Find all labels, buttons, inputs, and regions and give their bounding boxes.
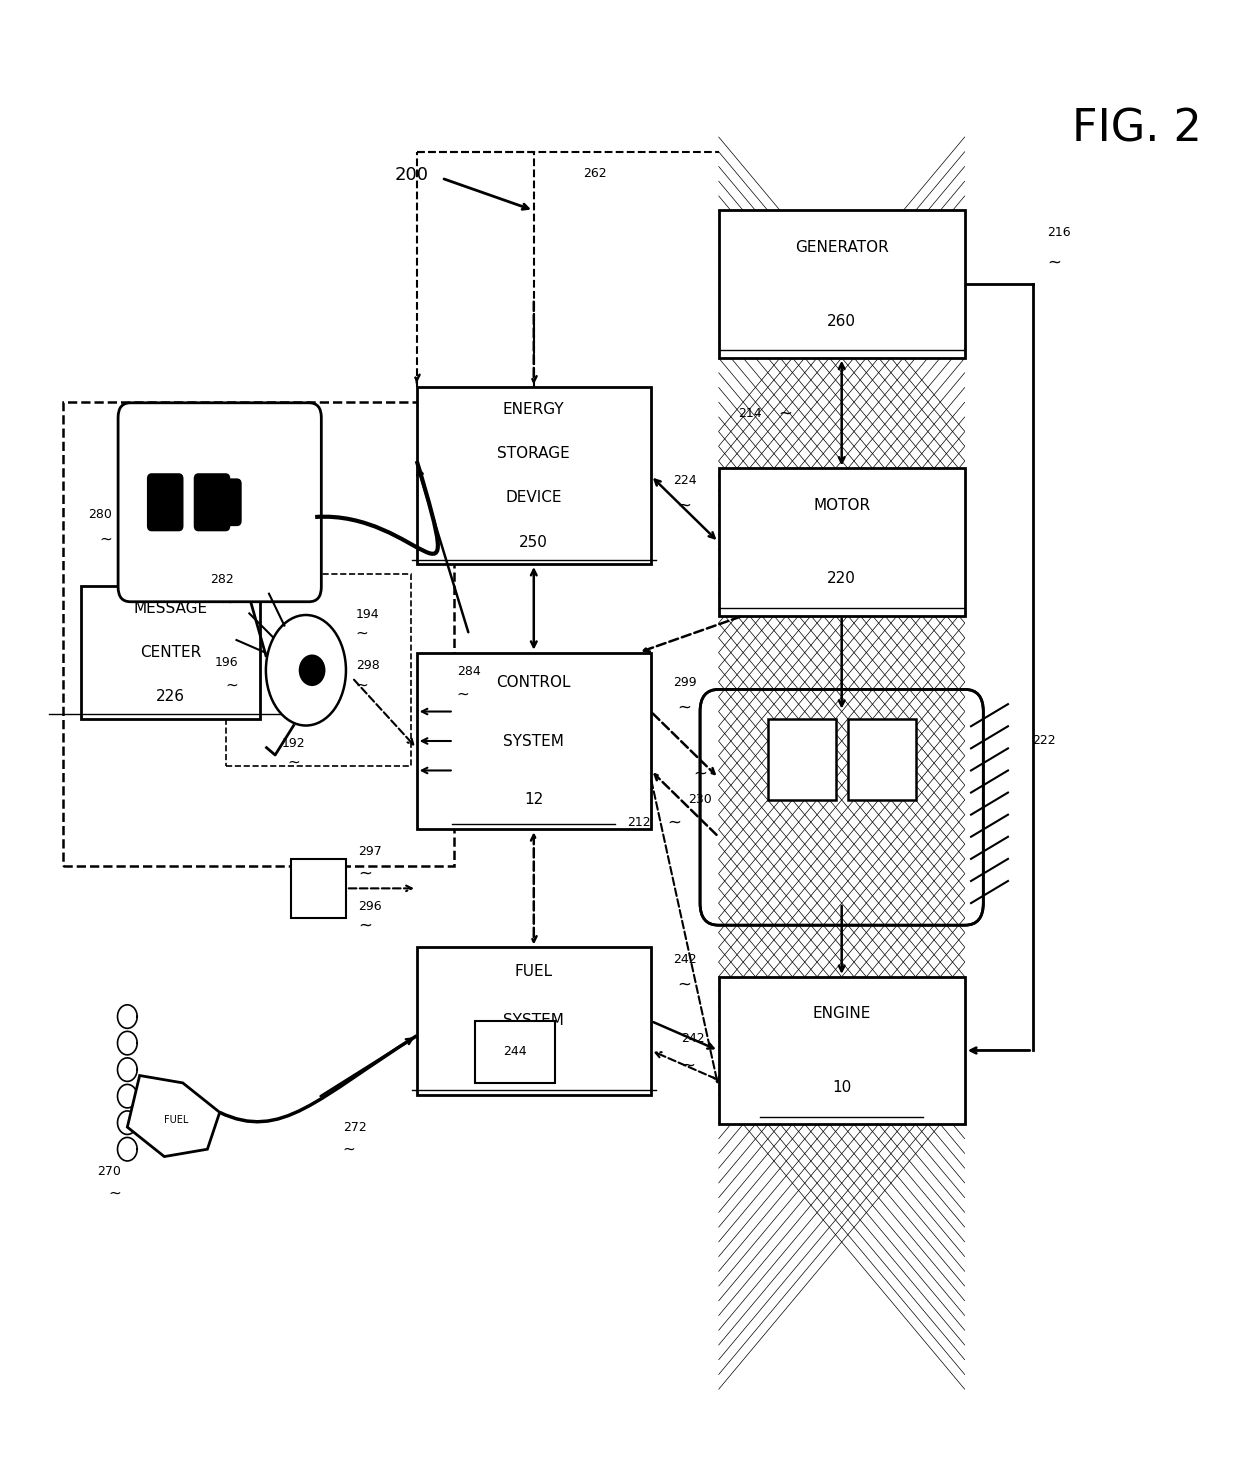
Text: 296: 296 bbox=[358, 900, 382, 913]
Text: SYSTEM: SYSTEM bbox=[503, 734, 564, 748]
Text: 250: 250 bbox=[520, 535, 548, 550]
Text: 240: 240 bbox=[520, 1063, 548, 1077]
Text: 216: 216 bbox=[1048, 227, 1071, 239]
Text: 214: 214 bbox=[738, 406, 761, 419]
Text: ~: ~ bbox=[1048, 253, 1061, 271]
Text: ~: ~ bbox=[222, 594, 234, 609]
Text: DEVICE: DEVICE bbox=[506, 491, 562, 505]
FancyBboxPatch shape bbox=[417, 652, 651, 830]
Text: 284: 284 bbox=[456, 665, 481, 679]
FancyBboxPatch shape bbox=[118, 403, 321, 602]
Text: 212: 212 bbox=[627, 815, 651, 828]
Text: ~: ~ bbox=[667, 814, 682, 831]
FancyBboxPatch shape bbox=[195, 474, 229, 531]
Text: 222: 222 bbox=[1033, 735, 1056, 747]
FancyBboxPatch shape bbox=[290, 860, 346, 917]
Text: ~: ~ bbox=[678, 698, 692, 716]
FancyBboxPatch shape bbox=[701, 689, 983, 925]
Text: 298: 298 bbox=[356, 659, 379, 673]
Text: 196: 196 bbox=[215, 657, 238, 670]
Text: ~: ~ bbox=[99, 532, 112, 547]
Text: ~: ~ bbox=[288, 754, 300, 769]
Text: ~: ~ bbox=[108, 1186, 122, 1200]
Text: 297: 297 bbox=[358, 845, 382, 858]
Text: 220: 220 bbox=[827, 572, 856, 587]
Text: 192: 192 bbox=[281, 737, 305, 750]
Text: ENGINE: ENGINE bbox=[812, 1006, 870, 1021]
FancyBboxPatch shape bbox=[148, 474, 182, 531]
Text: FIG. 2: FIG. 2 bbox=[1073, 108, 1203, 151]
Text: ENERGY: ENERGY bbox=[503, 402, 564, 416]
Text: 230: 230 bbox=[688, 793, 712, 806]
Text: FUEL: FUEL bbox=[165, 1114, 188, 1125]
FancyBboxPatch shape bbox=[768, 719, 836, 800]
Text: GENERATOR: GENERATOR bbox=[795, 240, 889, 255]
Text: SYSTEM: SYSTEM bbox=[503, 1014, 564, 1029]
Text: 280: 280 bbox=[88, 507, 112, 520]
FancyBboxPatch shape bbox=[81, 587, 259, 719]
Text: CONTROL: CONTROL bbox=[496, 674, 572, 689]
Text: FUEL: FUEL bbox=[515, 965, 553, 980]
Text: 244: 244 bbox=[503, 1045, 527, 1058]
Text: 242: 242 bbox=[673, 953, 697, 966]
FancyBboxPatch shape bbox=[848, 719, 915, 800]
Text: ~: ~ bbox=[693, 765, 707, 782]
Text: ~: ~ bbox=[779, 405, 792, 422]
Text: CENTER: CENTER bbox=[140, 645, 201, 659]
Text: 194: 194 bbox=[356, 608, 379, 621]
Text: 12: 12 bbox=[525, 793, 543, 808]
Text: ~: ~ bbox=[358, 916, 372, 934]
Text: ~: ~ bbox=[678, 496, 692, 514]
Text: 282: 282 bbox=[211, 574, 234, 587]
FancyBboxPatch shape bbox=[417, 387, 651, 565]
Text: 200: 200 bbox=[396, 166, 429, 184]
Text: 270: 270 bbox=[97, 1165, 122, 1178]
Text: ~: ~ bbox=[358, 864, 372, 883]
Text: ~: ~ bbox=[456, 686, 470, 701]
Text: 299: 299 bbox=[673, 676, 697, 689]
Text: 242: 242 bbox=[682, 1031, 706, 1045]
FancyBboxPatch shape bbox=[718, 210, 965, 357]
Ellipse shape bbox=[265, 615, 346, 726]
Text: MOTOR: MOTOR bbox=[813, 498, 870, 513]
Text: ~: ~ bbox=[226, 677, 238, 692]
Text: 226: 226 bbox=[156, 689, 185, 704]
Text: 10: 10 bbox=[832, 1080, 852, 1095]
Text: 262: 262 bbox=[583, 167, 606, 181]
Text: ~: ~ bbox=[356, 625, 368, 640]
FancyBboxPatch shape bbox=[475, 1021, 556, 1083]
FancyBboxPatch shape bbox=[718, 977, 965, 1125]
Circle shape bbox=[300, 655, 325, 685]
Text: 224: 224 bbox=[673, 474, 697, 486]
Text: MESSAGE: MESSAGE bbox=[134, 600, 207, 617]
Text: ~: ~ bbox=[356, 677, 368, 692]
Text: 260: 260 bbox=[827, 314, 856, 329]
Text: STORAGE: STORAGE bbox=[497, 446, 570, 461]
Text: 272: 272 bbox=[343, 1120, 367, 1134]
FancyBboxPatch shape bbox=[718, 468, 965, 615]
FancyBboxPatch shape bbox=[211, 479, 241, 525]
Text: ~: ~ bbox=[343, 1141, 356, 1157]
Text: ~: ~ bbox=[682, 1057, 696, 1074]
Polygon shape bbox=[128, 1076, 219, 1156]
Text: ~: ~ bbox=[678, 975, 692, 993]
FancyBboxPatch shape bbox=[417, 947, 651, 1095]
